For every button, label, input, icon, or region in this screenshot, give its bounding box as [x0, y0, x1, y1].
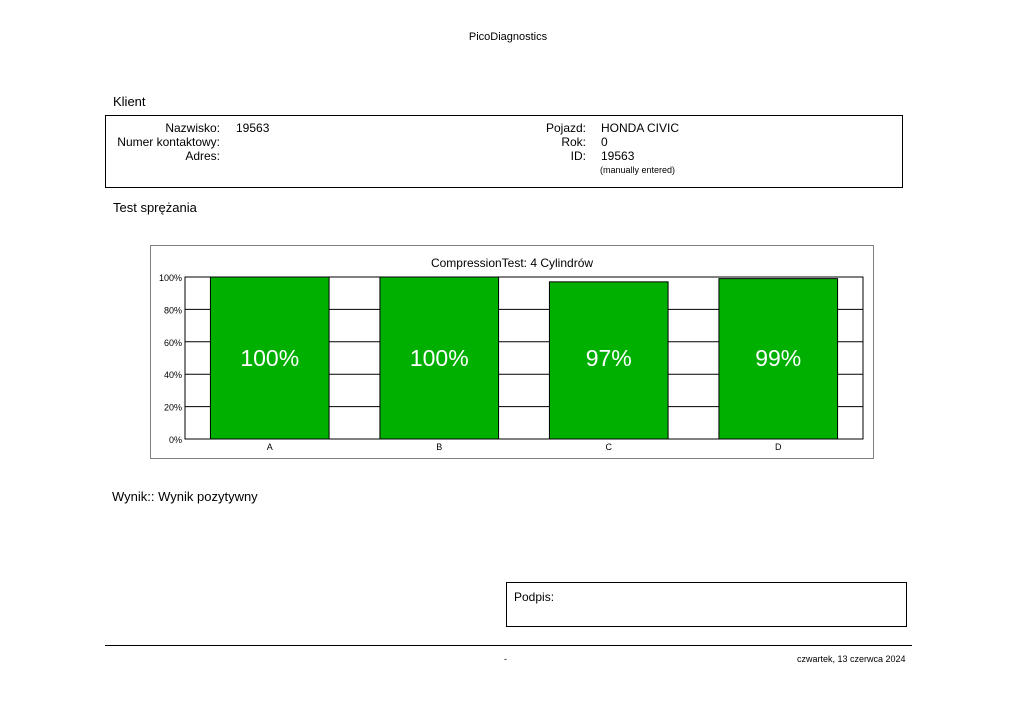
bar-value-label: 100%	[240, 345, 299, 371]
y-tick-label: 80%	[164, 305, 182, 315]
footer-center: -	[504, 654, 507, 664]
y-tick-label: 0%	[169, 435, 182, 445]
y-tick-label: 20%	[164, 403, 182, 413]
chart-title: CompressionTest: 4 Cylindrów	[431, 256, 593, 270]
x-tick-label: B	[436, 442, 442, 452]
surname-value: 19563	[236, 121, 270, 135]
chart-frame: CompressionTest: 4 Cylindrów 100% 100% 97%…	[150, 245, 874, 459]
app-title: PicoDiagnostics	[468, 31, 548, 43]
result-text: Wynik:: Wynik pozytywny	[112, 489, 258, 504]
y-tick-label: 60%	[164, 338, 182, 348]
contact-label: Numer kontaktowy:	[117, 135, 220, 149]
address-label: Adres:	[185, 149, 220, 163]
bar-C	[548, 281, 669, 440]
y-tick-label: 100%	[159, 273, 182, 283]
client-section-title: Klient	[113, 94, 146, 109]
x-tick-label: C	[606, 442, 613, 452]
year-label: Rok:	[561, 135, 586, 149]
x-tick-label: A	[267, 442, 273, 452]
bar-value-label: 100%	[410, 345, 469, 371]
bar-B	[379, 276, 500, 440]
y-axis-ticks: 0% 20% 40% 60% 80% 100%	[159, 273, 182, 445]
id-label: ID:	[570, 149, 586, 163]
id-note: (manually entered)	[600, 165, 676, 175]
vehicle-value: HONDA CIVIC	[601, 121, 680, 135]
x-axis-ticks: A B C D	[267, 442, 782, 452]
bar-value-label: 99%	[755, 345, 801, 371]
test-section-title: Test sprężania	[113, 200, 197, 215]
footer-date: czwartek, 13 czerwca 2024	[797, 654, 906, 664]
year-value: 0	[601, 135, 608, 149]
id-value: 19563	[601, 149, 635, 163]
signature-label: Podpis:	[514, 590, 555, 604]
plot-area	[184, 276, 864, 440]
surname-label: Nazwisko:	[165, 121, 220, 135]
y-tick-label: 40%	[164, 370, 182, 380]
compression-chart: CompressionTest: 4 Cylindrów 100% 100% 97%…	[159, 256, 864, 452]
vehicle-label: Pojazd:	[545, 121, 586, 135]
bar-A	[209, 276, 330, 440]
signature-box: Podpis:	[506, 582, 907, 627]
footer-divider	[105, 645, 912, 646]
bar-D	[718, 278, 839, 440]
bar-value-label: 97%	[586, 345, 632, 371]
x-tick-label: D	[775, 442, 782, 452]
client-info-box	[105, 115, 903, 188]
chart-bars: 100% 100% 97% 99%	[209, 276, 839, 440]
